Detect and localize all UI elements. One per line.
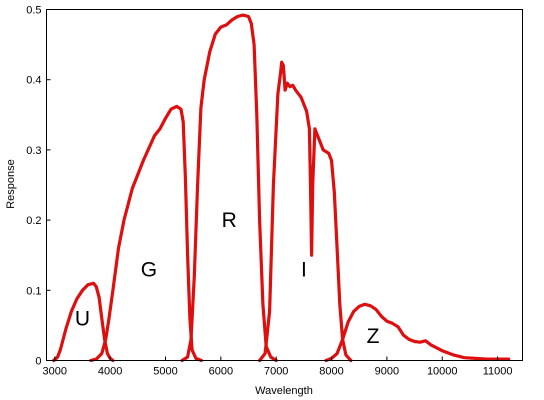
y-tick-label: 0 [35,356,41,368]
band-label-g: G [141,258,157,281]
x-tick-label: 5000 [153,366,177,378]
x-tick-label: 3000 [43,366,67,378]
series-line-z [324,302,511,363]
band-labels: U G R I Z [75,209,380,348]
y-axis-title: Response [5,159,17,209]
series-line-g [89,104,204,363]
series-layer [52,13,511,363]
y-tick-label: 0.1 [26,285,41,297]
band-label-i: I [301,258,307,281]
x-tick-label: 9000 [375,366,399,378]
y-tick-label: 0.4 [26,75,41,87]
x-tick-label: 7000 [264,366,288,378]
x-tick-label: 8000 [319,366,343,378]
series-line-u [52,281,115,363]
y-tick-label: 0.2 [26,215,41,227]
x-tick-label: 11000 [483,366,513,378]
y-tick-label: 0.3 [26,145,41,157]
band-label-r: R [222,209,237,232]
y-axis-ticks: 0 0.1 0.2 0.3 0.4 0.5 [26,5,51,368]
y-tick-label: 0.5 [26,5,41,17]
band-label-z: Z [367,325,380,348]
x-tick-label: 10000 [427,366,458,378]
plot-frame [46,9,523,361]
series-line-i [258,60,353,363]
x-axis-title: Wavelength [255,385,313,397]
series-line-r [180,13,278,363]
band-label-u: U [75,307,90,330]
x-tick-label: 4000 [98,366,122,378]
x-axis-ticks: 3000 4000 5000 6000 7000 8000 9000 10000 11000 [43,356,513,378]
x-tick-label: 6000 [209,366,233,378]
